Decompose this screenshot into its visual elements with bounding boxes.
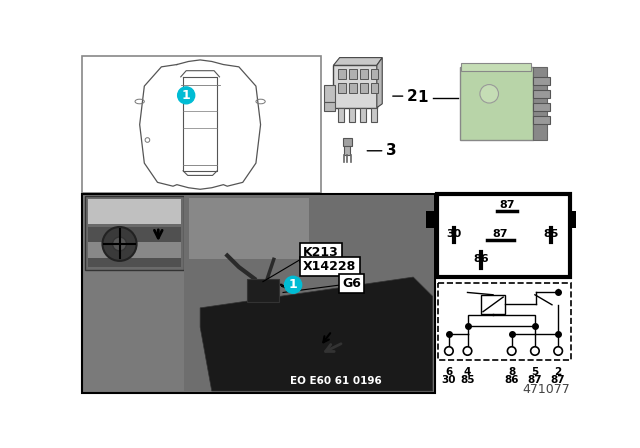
Bar (481, 295, 505, 314)
Circle shape (554, 347, 563, 355)
Text: 471077: 471077 (522, 383, 570, 396)
Bar (246, 279, 279, 302)
Circle shape (102, 227, 136, 261)
Bar (371, 69, 378, 79)
Bar (426, 211, 438, 228)
Bar (184, 195, 434, 391)
Text: 6: 6 (445, 367, 452, 377)
Text: 5: 5 (531, 367, 538, 377)
Bar (324, 85, 335, 102)
Text: 30: 30 (446, 229, 461, 239)
Bar (343, 138, 352, 146)
Text: 87: 87 (527, 375, 542, 385)
Circle shape (445, 347, 453, 355)
Text: X14228: X14228 (303, 260, 356, 273)
Bar (438, 283, 572, 360)
Text: 4: 4 (464, 367, 471, 377)
Bar (84, 196, 184, 270)
Text: 86: 86 (474, 254, 489, 264)
Bar (189, 198, 308, 259)
Bar (436, 194, 570, 277)
Bar (83, 56, 321, 193)
Bar (360, 69, 367, 79)
Bar (533, 67, 547, 140)
Text: 30: 30 (442, 375, 456, 385)
Circle shape (285, 276, 301, 293)
Bar (467, 315, 535, 326)
Text: 1: 1 (289, 278, 298, 291)
Text: 2: 2 (554, 367, 562, 377)
Bar (88, 199, 180, 224)
Bar (324, 102, 335, 111)
Circle shape (463, 347, 472, 355)
Bar (338, 108, 344, 121)
Circle shape (113, 237, 127, 251)
Text: 2: 2 (407, 89, 418, 103)
Text: EO E60 61 0196: EO E60 61 0196 (290, 376, 381, 386)
Circle shape (508, 347, 516, 355)
Text: 87: 87 (492, 229, 508, 239)
Text: 85: 85 (543, 229, 559, 239)
Polygon shape (333, 58, 382, 65)
Bar (83, 194, 435, 392)
Bar (371, 83, 378, 93)
Text: K213: K213 (303, 246, 339, 259)
Text: 86: 86 (504, 375, 519, 385)
Bar (88, 227, 180, 267)
Text: 1: 1 (417, 90, 428, 105)
Bar (533, 90, 550, 98)
Text: G6: G6 (342, 277, 361, 290)
Circle shape (531, 347, 539, 355)
Circle shape (145, 138, 150, 142)
Bar (461, 63, 531, 71)
Text: 8: 8 (508, 367, 515, 377)
Bar (349, 83, 356, 93)
Bar (338, 69, 346, 79)
Bar (533, 116, 550, 124)
Bar (88, 242, 180, 258)
Text: 3: 3 (386, 143, 397, 158)
Bar (360, 83, 367, 93)
Bar (533, 77, 550, 85)
Polygon shape (377, 58, 382, 108)
Bar (371, 108, 377, 121)
Bar (333, 65, 377, 108)
Bar (360, 108, 366, 121)
Text: 87: 87 (499, 200, 515, 210)
Polygon shape (200, 277, 433, 391)
Text: 1: 1 (182, 89, 191, 102)
Circle shape (178, 87, 195, 104)
Bar (349, 108, 355, 121)
Bar (344, 145, 351, 155)
Bar (349, 69, 356, 79)
Circle shape (480, 85, 499, 103)
Bar (338, 83, 346, 93)
Bar (460, 67, 533, 140)
Text: 87: 87 (551, 375, 566, 385)
Bar (533, 103, 550, 111)
Bar (568, 211, 580, 228)
Text: 85: 85 (460, 375, 475, 385)
